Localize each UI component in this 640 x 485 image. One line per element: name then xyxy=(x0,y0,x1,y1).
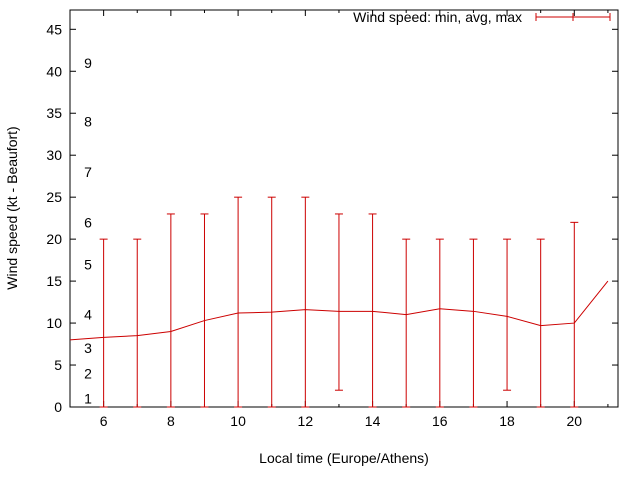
beaufort-scale-label: 6 xyxy=(84,214,92,230)
x-tick-label: 16 xyxy=(432,413,448,429)
y-axis-title: Wind speed (kt - Beaufort) xyxy=(4,126,20,289)
y-tick-label: 5 xyxy=(54,357,62,373)
y-tick-label: 0 xyxy=(54,399,62,415)
x-tick-label: 6 xyxy=(100,413,108,429)
y-tick-label: 10 xyxy=(46,315,62,331)
beaufort-scale-label: 1 xyxy=(84,391,92,407)
plot-border xyxy=(69,9,619,408)
x-tick-label: 18 xyxy=(499,413,515,429)
beaufort-scale-label: 8 xyxy=(84,114,92,130)
x-tick-label: 10 xyxy=(230,413,246,429)
y-tick-label: 15 xyxy=(46,273,62,289)
x-tick-label: 8 xyxy=(167,413,175,429)
avg-line xyxy=(69,280,609,341)
x-tick-label: 14 xyxy=(365,413,381,429)
beaufort-scale-label: 2 xyxy=(84,365,92,381)
x-tick-label: 20 xyxy=(567,413,583,429)
legend-label: Wind speed: min, avg, max xyxy=(353,9,522,25)
beaufort-scale-label: 3 xyxy=(84,340,92,356)
x-tick-label: 12 xyxy=(298,413,314,429)
beaufort-scale-label: 5 xyxy=(84,256,92,272)
plot-area: 6 8 10 12 14 16 18 2005101520253035404512345678… xyxy=(46,9,619,429)
y-tick-label: 40 xyxy=(46,63,62,79)
y-tick-label: 20 xyxy=(46,231,62,247)
y-tick-label: 30 xyxy=(46,147,62,163)
beaufort-scale-label: 9 xyxy=(84,55,92,71)
beaufort-scale-label: 7 xyxy=(84,164,92,180)
y-tick-label: 25 xyxy=(46,189,62,205)
x-axis-title: Local time (Europe/Athens) xyxy=(259,450,429,466)
y-tick-label: 45 xyxy=(46,21,62,37)
y-tick-label: 35 xyxy=(46,105,62,121)
beaufort-scale-label: 4 xyxy=(84,307,92,323)
